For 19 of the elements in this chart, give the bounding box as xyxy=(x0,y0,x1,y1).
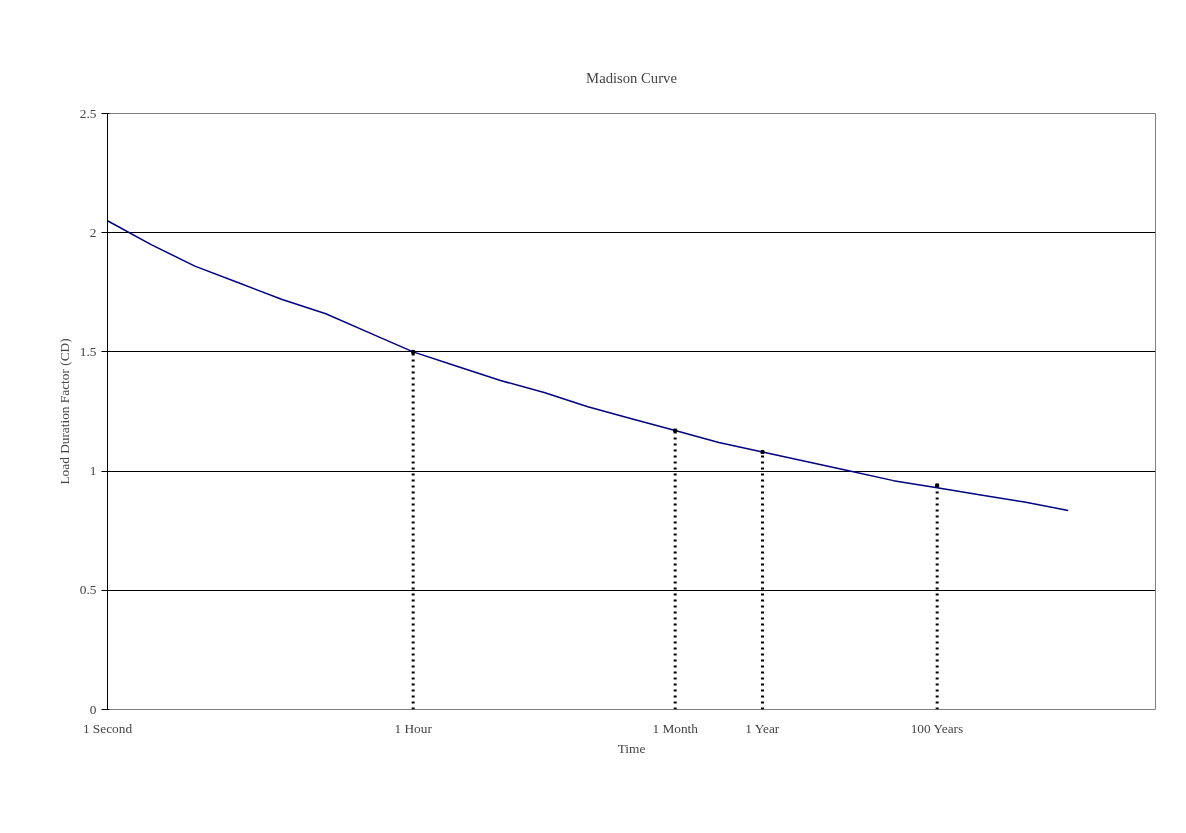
x-axis-title: Time xyxy=(617,740,646,756)
x-tick-label: 100 Years xyxy=(910,720,964,736)
y-tick-label: 0.5 xyxy=(79,582,97,598)
y-tick-label: 1.5 xyxy=(79,343,97,359)
y-tick-label: 1 xyxy=(89,463,97,479)
y-tick-label: 2 xyxy=(89,224,97,240)
line-series xyxy=(107,220,1069,512)
x-tick-label: 1 Hour xyxy=(394,720,433,736)
point xyxy=(760,450,765,455)
point xyxy=(673,428,678,433)
x-tick-label: 1 Month xyxy=(652,720,699,736)
y-axis-title: Load Duration Factor (CD) xyxy=(56,338,72,485)
y-tick-label: 0 xyxy=(89,701,97,717)
chart-title: Madison Curve xyxy=(586,70,677,86)
x-tick-label: 1 Year xyxy=(745,720,780,736)
point xyxy=(935,483,940,488)
x-tick-label: 1 Second xyxy=(82,720,133,736)
point xyxy=(411,349,416,354)
y-tick-label: 2.5 xyxy=(79,105,97,121)
